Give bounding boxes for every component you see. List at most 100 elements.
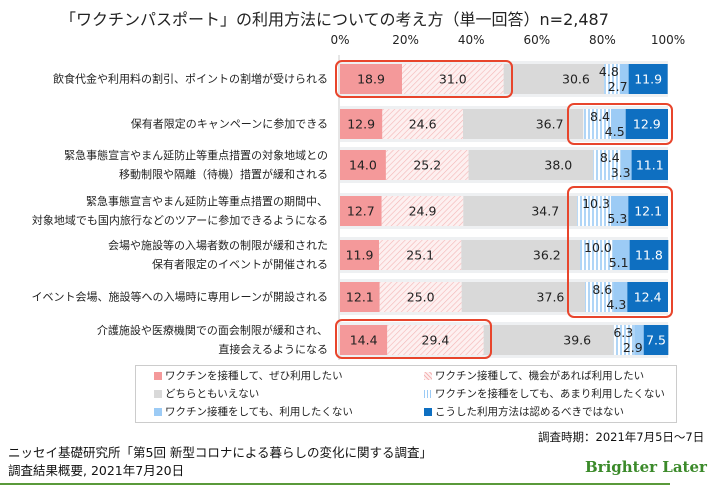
legend-label: ワクチンを接種をしても、あまり利用したくない [435, 388, 665, 400]
category-label-line: 緊急事態宣言やまん延防止等重点措置の対象地域との [64, 149, 328, 162]
data-label: 4.8 [599, 64, 619, 79]
legend-label: ワクチン接種して、機会があれば利用したい [435, 370, 645, 382]
highlight-box [335, 60, 513, 98]
legend-swatch [154, 389, 162, 398]
bar-segment [593, 150, 621, 180]
bar-segment [401, 64, 504, 94]
bar-segment [379, 240, 462, 270]
bar-segment [340, 282, 380, 312]
bar-segment [385, 150, 469, 180]
data-label: 10.0 [584, 240, 612, 255]
data-label: 31.0 [439, 72, 467, 87]
data-label: 11.8 [635, 248, 663, 263]
brand-logo: Brighter Later [585, 458, 707, 476]
data-label: 12.4 [634, 290, 662, 305]
category-label: 緊急事態宣言やまん延防止等重点措置の期間中、対象地域でも国内旅行などのツアーに参… [32, 192, 328, 230]
bar-segment [503, 64, 605, 94]
data-label: 8.4 [600, 150, 620, 165]
data-label: 12.9 [347, 117, 375, 132]
highlight-box [567, 186, 673, 318]
category-label: 介護施設や医療機関での面会制限が緩和され、直接会えるようになる [97, 321, 328, 359]
category-label-line: 移動制限や隔離（待機）措置が緩和される [119, 168, 328, 181]
bar-segment [382, 109, 463, 139]
data-label: 36.7 [536, 117, 564, 132]
bar-segment [628, 64, 668, 94]
data-label: 10.3 [582, 196, 610, 211]
data-label: 25.1 [406, 248, 434, 263]
bar-segment [627, 282, 668, 312]
category-label-line: 対象地域でも国内旅行などのツアーに参加できるようになる [31, 214, 328, 227]
x-tick-label: 20% [392, 33, 419, 47]
data-label: 5.3 [607, 211, 627, 226]
bar-segment [577, 196, 611, 226]
data-label: 11.9 [346, 248, 374, 263]
legend-item: どちらともいえない [154, 386, 259, 401]
legend-swatch [424, 371, 432, 380]
x-tick-label: 100% [650, 33, 686, 47]
bar-segment [620, 150, 632, 180]
data-label: 12.1 [346, 290, 374, 305]
bar-segment [628, 196, 668, 226]
category-label-line: 保有者限定のイベントが開催される [152, 258, 328, 271]
data-label: 8.6 [592, 282, 612, 297]
bar-segment [379, 282, 462, 312]
footer-rule [0, 483, 670, 485]
data-label: 24.6 [409, 117, 437, 132]
data-label: 4.3 [606, 297, 626, 312]
data-label: 4.5 [605, 124, 625, 139]
data-label: 25.2 [413, 158, 441, 173]
bar-segment [585, 282, 614, 312]
data-label: 12.7 [347, 204, 375, 219]
bar-segment [604, 64, 620, 94]
legend-label: こうした利用方法は認めるべきではない [435, 406, 624, 418]
bar-segment [634, 325, 644, 355]
bar-segment [643, 325, 669, 355]
source-line-1: ニッセイ基礎研究所「第5回 新型コロナによる暮らしの変化に関する調査」 [8, 445, 433, 460]
bar-segment [461, 240, 581, 270]
bar-segment [463, 196, 578, 226]
data-label: 37.6 [537, 290, 565, 305]
data-label: 38.0 [544, 158, 572, 173]
category-label-line: 保有者限定のキャンペーンに参加できる [130, 117, 328, 131]
category-label-line: イベント会場、施設等への入場時に専用レーンが開設される [31, 290, 328, 304]
bar-segment [340, 196, 382, 226]
category-label: 保有者限定のキャンペーンに参加できる [131, 115, 328, 134]
bar-segment [463, 109, 584, 139]
category-label-line: 直接会えるようになる [218, 343, 328, 356]
data-label: 18.9 [357, 72, 385, 87]
bar-segment [483, 325, 614, 355]
x-tick-label: 0% [330, 33, 350, 47]
legend-item: ワクチン接種して、機会があれば利用したい [424, 368, 644, 383]
data-label: 11.1 [636, 158, 664, 173]
legend-item: ワクチンを接種して、ぜひ利用したい [154, 368, 343, 383]
legend-item: こうした利用方法は認めるべきではない [424, 404, 624, 419]
data-label: 24.9 [409, 204, 437, 219]
bar-segment [612, 240, 630, 270]
data-label: 14.4 [350, 333, 378, 348]
category-label: 飲食代金や利用料の割引、ポイントの割増が受けられる [53, 70, 328, 89]
legend-swatch [154, 371, 162, 380]
category-label-line: 介護施設や医療機関での面会制限が緩和され、 [96, 324, 328, 337]
bar-segment [610, 196, 629, 226]
data-label: 8.4 [590, 109, 610, 124]
bar-segment [381, 196, 464, 226]
legend-swatch [154, 407, 162, 416]
data-label: 5.1 [609, 255, 629, 270]
bar-segment [340, 325, 388, 355]
data-label: 6.3 [613, 325, 633, 340]
category-label: イベント会場、施設等への入場時に専用レーンが開設される [32, 288, 328, 307]
data-label: 39.6 [563, 333, 591, 348]
bar-segment [625, 109, 668, 139]
bar-segment [613, 282, 628, 312]
legend-swatch [424, 407, 432, 416]
x-tick-label: 40% [457, 33, 485, 47]
data-label: 29.4 [422, 333, 450, 348]
category-label-line: 飲食代金や利用料の割引、ポイントの割増が受けられる [53, 72, 328, 86]
category-label-line: 緊急事態宣言やまん延防止等重点措置の期間中、 [86, 195, 328, 208]
category-label: 会場や施設等の入場者数の制限が緩和された 保有者限定のイベントが開催される [108, 236, 328, 274]
data-label: 14.0 [349, 158, 377, 173]
bar-segment [468, 150, 594, 180]
data-label: 3.3 [611, 165, 631, 180]
